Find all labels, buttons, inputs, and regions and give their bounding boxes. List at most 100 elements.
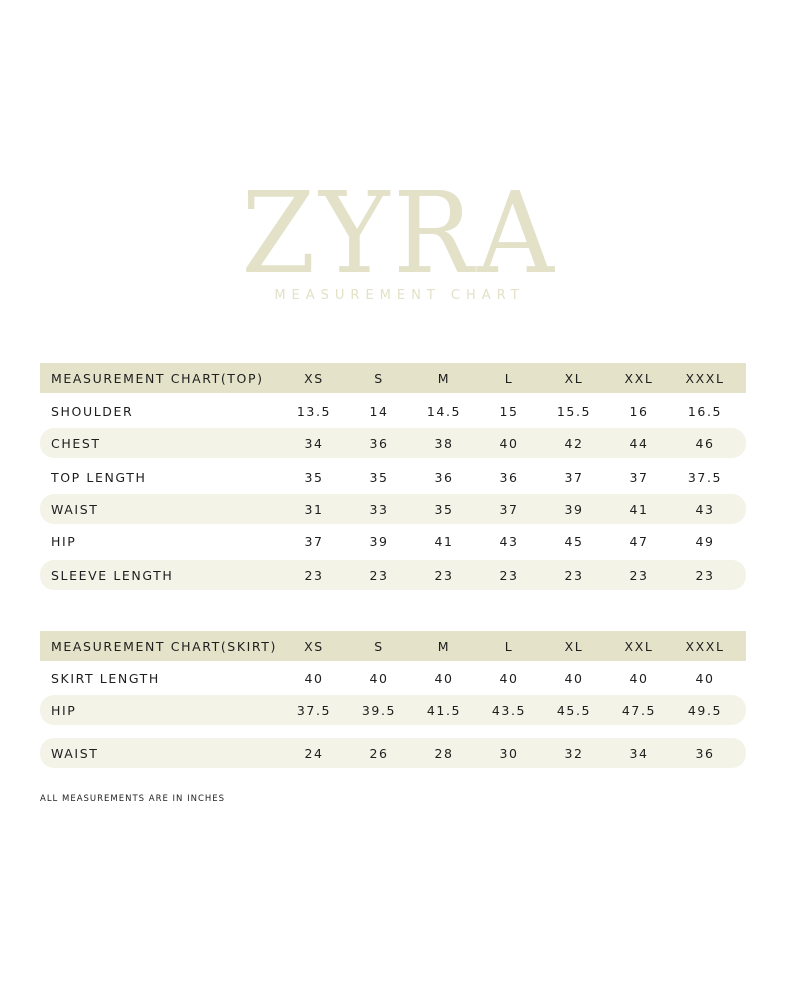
size-header-xxxl: XXXL bbox=[685, 638, 725, 654]
top-table-header: MEASUREMENT CHART(TOP) XS S M L XL XXL X… bbox=[40, 363, 746, 393]
row-value: 28 bbox=[434, 745, 454, 761]
row-value: 34 bbox=[629, 745, 649, 761]
row-value: 34 bbox=[304, 435, 324, 451]
table-row: CHEST 34 36 38 40 42 44 46 bbox=[40, 428, 746, 458]
size-header-xl: XL bbox=[564, 638, 584, 654]
row-label: HIP bbox=[51, 533, 77, 549]
row-value: 40 bbox=[629, 670, 649, 686]
row-value: 43 bbox=[695, 501, 715, 517]
row-value: 35 bbox=[369, 469, 389, 485]
row-value: 44 bbox=[629, 435, 649, 451]
row-value: 37.5 bbox=[687, 469, 723, 485]
top-measurement-table: MEASUREMENT CHART(TOP) XS S M L XL XXL X… bbox=[40, 363, 746, 590]
size-header-xxl: XXL bbox=[624, 370, 654, 386]
size-header-xxl: XXL bbox=[624, 638, 654, 654]
row-label: SKIRT LENGTH bbox=[51, 670, 160, 686]
row-value: 41.5 bbox=[426, 702, 462, 718]
top-table-title: MEASUREMENT CHART(TOP) bbox=[51, 370, 264, 386]
row-value: 45 bbox=[564, 533, 584, 549]
row-value: 36 bbox=[499, 469, 519, 485]
row-value: 23 bbox=[564, 567, 584, 583]
row-value: 43.5 bbox=[491, 702, 527, 718]
size-header-l: L bbox=[504, 638, 514, 654]
table-row: SKIRT LENGTH 40 40 40 40 40 40 40 bbox=[40, 663, 746, 693]
size-header-xxxl: XXXL bbox=[685, 370, 725, 386]
table-row: TOP LENGTH 35 35 36 36 37 37 37.5 bbox=[40, 462, 746, 492]
row-value: 15 bbox=[499, 403, 519, 419]
row-label: WAIST bbox=[51, 745, 99, 761]
row-value: 23 bbox=[304, 567, 324, 583]
row-value: 45.5 bbox=[556, 702, 592, 718]
row-value: 39 bbox=[564, 501, 584, 517]
row-value: 39 bbox=[369, 533, 389, 549]
row-value: 37 bbox=[564, 469, 584, 485]
row-value: 38 bbox=[434, 435, 454, 451]
row-value: 37 bbox=[499, 501, 519, 517]
row-value: 13.5 bbox=[296, 403, 332, 419]
row-value: 39.5 bbox=[361, 702, 397, 718]
row-value: 41 bbox=[434, 533, 454, 549]
row-value: 40 bbox=[369, 670, 389, 686]
row-value: 40 bbox=[499, 670, 519, 686]
row-label: WAIST bbox=[51, 501, 99, 517]
row-label: SHOULDER bbox=[51, 403, 134, 419]
size-header-xs: XS bbox=[304, 370, 324, 386]
units-note: ALL MEASUREMENTS ARE IN INCHES bbox=[40, 794, 226, 804]
table-row: HIP 37 39 41 43 45 47 49 bbox=[40, 526, 746, 556]
row-value: 32 bbox=[564, 745, 584, 761]
row-value: 46 bbox=[695, 435, 715, 451]
row-value: 40 bbox=[304, 670, 324, 686]
row-value: 37.5 bbox=[296, 702, 332, 718]
size-header-m: M bbox=[437, 370, 451, 386]
page-subtitle: MEASUREMENT CHART bbox=[274, 288, 525, 303]
row-value: 23 bbox=[629, 567, 649, 583]
row-value: 47.5 bbox=[621, 702, 657, 718]
brand-logo: ZYRA bbox=[241, 169, 558, 299]
row-value: 49.5 bbox=[687, 702, 723, 718]
size-header-xs: XS bbox=[304, 638, 324, 654]
row-label: CHEST bbox=[51, 435, 101, 451]
row-value: 35 bbox=[434, 501, 454, 517]
row-value: 23 bbox=[434, 567, 454, 583]
size-header-s: S bbox=[374, 370, 384, 386]
row-value: 40 bbox=[564, 670, 584, 686]
skirt-measurement-table: MEASUREMENT CHART(SKIRT) XS S M L XL XXL… bbox=[40, 631, 746, 768]
row-value: 40 bbox=[499, 435, 519, 451]
row-value: 23 bbox=[369, 567, 389, 583]
row-label: SLEEVE LENGTH bbox=[51, 567, 174, 583]
row-value: 40 bbox=[434, 670, 454, 686]
row-value: 16 bbox=[629, 403, 649, 419]
row-value: 24 bbox=[304, 745, 324, 761]
size-header-l: L bbox=[504, 370, 514, 386]
row-value: 47 bbox=[629, 533, 649, 549]
row-value: 16.5 bbox=[687, 403, 723, 419]
row-value: 36 bbox=[434, 469, 454, 485]
row-value: 23 bbox=[499, 567, 519, 583]
row-value: 49 bbox=[695, 533, 715, 549]
size-header-m: M bbox=[437, 638, 451, 654]
row-value: 35 bbox=[304, 469, 324, 485]
size-header-xl: XL bbox=[564, 370, 584, 386]
row-value: 15.5 bbox=[556, 403, 592, 419]
row-value: 36 bbox=[369, 435, 389, 451]
row-value: 33 bbox=[369, 501, 389, 517]
row-value: 26 bbox=[369, 745, 389, 761]
table-row: SLEEVE LENGTH 23 23 23 23 23 23 23 bbox=[40, 560, 746, 590]
table-row: WAIST 31 33 35 37 39 41 43 bbox=[40, 494, 746, 524]
row-value: 36 bbox=[695, 745, 715, 761]
row-value: 40 bbox=[695, 670, 715, 686]
row-value: 30 bbox=[499, 745, 519, 761]
row-value: 41 bbox=[629, 501, 649, 517]
row-value: 23 bbox=[695, 567, 715, 583]
size-header-s: S bbox=[374, 638, 384, 654]
skirt-table-header: MEASUREMENT CHART(SKIRT) XS S M L XL XXL… bbox=[40, 631, 746, 661]
row-value: 14 bbox=[369, 403, 389, 419]
table-row: HIP 37.5 39.5 41.5 43.5 45.5 47.5 49.5 bbox=[40, 695, 746, 725]
row-value: 43 bbox=[499, 533, 519, 549]
row-value: 42 bbox=[564, 435, 584, 451]
table-row: WAIST 24 26 28 30 32 34 36 bbox=[40, 738, 746, 768]
row-value: 31 bbox=[304, 501, 324, 517]
row-value: 37 bbox=[629, 469, 649, 485]
row-value: 14.5 bbox=[426, 403, 462, 419]
table-row: SHOULDER 13.5 14 14.5 15 15.5 16 16.5 bbox=[40, 396, 746, 426]
